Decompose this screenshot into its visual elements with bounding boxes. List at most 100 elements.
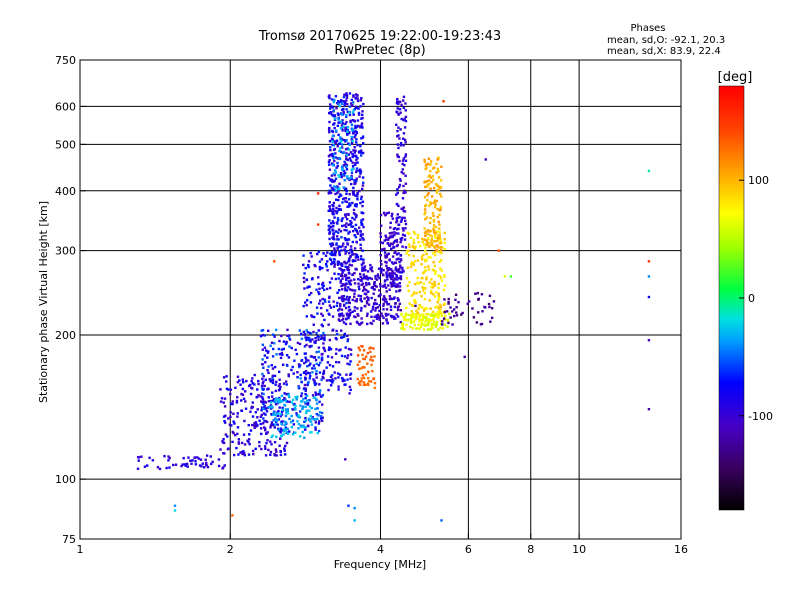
data-point xyxy=(274,413,277,417)
data-point xyxy=(288,345,291,348)
data-point xyxy=(304,419,307,422)
data-point xyxy=(313,263,316,267)
data-point xyxy=(322,288,326,292)
data-point xyxy=(358,150,361,153)
data-point xyxy=(413,246,416,249)
data-point xyxy=(433,264,437,268)
data-point xyxy=(376,313,380,316)
data-point xyxy=(405,277,409,280)
data-point xyxy=(302,371,306,375)
data-point xyxy=(360,306,363,310)
data-point xyxy=(337,117,340,120)
data-point xyxy=(328,120,331,124)
data-point xyxy=(449,316,452,319)
data-point xyxy=(345,168,349,171)
data-point xyxy=(387,237,391,240)
data-point xyxy=(381,241,385,245)
data-point xyxy=(313,340,316,344)
data-point xyxy=(438,260,441,263)
data-point xyxy=(327,323,330,326)
data-point xyxy=(383,283,387,286)
data-point xyxy=(343,248,346,251)
data-point xyxy=(200,465,203,468)
data-point xyxy=(405,252,408,255)
data-point xyxy=(439,205,443,209)
data-point xyxy=(402,184,405,188)
data-point xyxy=(356,313,359,316)
data-point xyxy=(440,165,443,168)
data-point xyxy=(260,392,264,395)
data-point xyxy=(385,271,388,274)
data-point xyxy=(331,155,335,158)
data-point xyxy=(270,443,273,446)
data-point xyxy=(386,253,389,256)
data-point xyxy=(354,235,358,239)
data-point xyxy=(345,192,348,196)
data-point xyxy=(320,323,323,326)
data-point xyxy=(386,322,389,325)
data-point xyxy=(332,237,335,240)
data-point xyxy=(231,400,234,403)
data-point xyxy=(434,272,437,276)
data-point xyxy=(427,313,430,316)
data-point xyxy=(412,320,416,323)
data-point xyxy=(376,273,380,276)
data-point xyxy=(447,300,450,304)
data-point xyxy=(346,102,349,106)
data-point xyxy=(441,327,445,330)
data-point xyxy=(332,100,336,104)
data-point xyxy=(401,327,405,330)
data-point xyxy=(389,226,392,229)
data-point xyxy=(430,235,434,238)
data-point xyxy=(345,94,349,97)
data-point xyxy=(352,252,355,256)
data-point xyxy=(406,231,409,235)
data-point xyxy=(327,128,331,131)
data-point xyxy=(361,151,365,155)
data-point xyxy=(463,355,466,359)
data-point xyxy=(476,291,480,295)
data-point xyxy=(333,114,337,117)
data-point xyxy=(398,216,401,219)
data-point xyxy=(279,385,282,389)
data-point xyxy=(358,360,361,363)
data-point xyxy=(329,347,333,351)
data-point xyxy=(395,221,398,224)
data-point xyxy=(439,251,442,254)
data-point xyxy=(361,136,364,140)
data-point xyxy=(337,318,341,321)
data-point xyxy=(389,297,392,300)
data-point xyxy=(422,282,426,285)
data-point xyxy=(403,163,406,167)
data-point xyxy=(353,179,356,182)
data-point xyxy=(354,259,357,262)
data-point xyxy=(427,182,431,186)
data-point xyxy=(440,279,444,282)
data-point xyxy=(372,292,375,295)
data-point xyxy=(397,102,400,106)
data-point xyxy=(446,325,449,328)
data-point xyxy=(251,387,254,390)
data-point xyxy=(310,344,313,348)
data-point xyxy=(647,339,651,342)
data-point xyxy=(328,338,332,342)
data-point xyxy=(285,354,289,357)
data-point xyxy=(291,398,295,402)
data-point xyxy=(430,322,434,326)
data-point xyxy=(346,334,349,337)
data-point xyxy=(404,227,407,230)
data-point xyxy=(343,269,346,272)
data-point xyxy=(294,431,297,435)
data-point xyxy=(348,157,352,160)
data-point xyxy=(342,164,346,167)
data-point xyxy=(355,241,359,244)
data-point xyxy=(436,215,439,219)
data-point xyxy=(273,342,276,345)
data-point xyxy=(393,231,396,234)
data-point xyxy=(385,314,388,317)
data-point xyxy=(332,213,335,216)
data-point xyxy=(341,262,344,265)
data-point xyxy=(343,104,346,107)
data-point xyxy=(423,243,426,246)
data-point xyxy=(432,314,436,317)
